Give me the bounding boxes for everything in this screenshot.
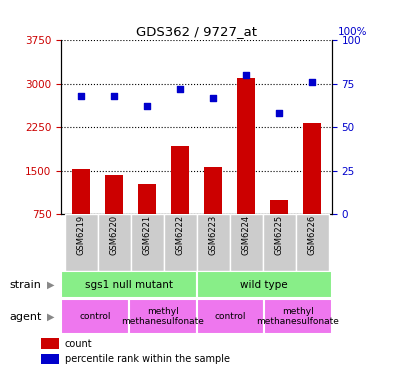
Text: agent: agent: [10, 311, 42, 322]
Bar: [72, 169, 90, 258]
Point: [276, 111, 282, 116]
Text: wild type: wild type: [240, 280, 288, 290]
Text: GSM6226: GSM6226: [307, 215, 316, 255]
Point: [111, 93, 117, 99]
Text: control: control: [214, 312, 246, 321]
FancyBboxPatch shape: [263, 214, 295, 271]
Text: GSM6219: GSM6219: [77, 215, 86, 255]
Text: GSM6225: GSM6225: [275, 215, 284, 255]
Bar: [204, 167, 222, 258]
FancyBboxPatch shape: [197, 272, 332, 298]
FancyBboxPatch shape: [64, 214, 98, 271]
FancyBboxPatch shape: [61, 272, 197, 298]
Bar: [270, 199, 288, 258]
Text: ▶: ▶: [47, 311, 55, 322]
Text: sgs1 null mutant: sgs1 null mutant: [85, 280, 173, 290]
FancyBboxPatch shape: [130, 214, 164, 271]
Bar: [41, 338, 59, 349]
Bar: [105, 175, 123, 258]
FancyBboxPatch shape: [229, 214, 263, 271]
Bar: [41, 354, 59, 365]
Point: [210, 95, 216, 101]
Text: methyl
methanesulfonate: methyl methanesulfonate: [256, 307, 339, 326]
Text: control: control: [79, 312, 111, 321]
Title: GDS362 / 9727_at: GDS362 / 9727_at: [136, 25, 257, 38]
FancyBboxPatch shape: [295, 214, 329, 271]
Text: ▶: ▶: [47, 280, 55, 290]
FancyBboxPatch shape: [129, 299, 197, 334]
Text: methyl
methanesulfonate: methyl methanesulfonate: [121, 307, 204, 326]
Text: 100%: 100%: [337, 27, 367, 37]
Text: GSM6223: GSM6223: [209, 215, 218, 255]
FancyBboxPatch shape: [264, 299, 332, 334]
Text: percentile rank within the sample: percentile rank within the sample: [65, 354, 230, 364]
FancyBboxPatch shape: [197, 299, 264, 334]
Text: strain: strain: [10, 280, 42, 290]
Point: [177, 86, 183, 92]
FancyBboxPatch shape: [61, 299, 129, 334]
Bar: [303, 123, 321, 258]
Text: GSM6222: GSM6222: [175, 215, 184, 255]
Point: [309, 79, 315, 85]
Text: GSM6220: GSM6220: [109, 215, 118, 255]
Bar: [171, 146, 189, 258]
Bar: [237, 78, 255, 258]
FancyBboxPatch shape: [164, 214, 197, 271]
Point: [78, 93, 84, 99]
Point: [243, 72, 249, 78]
Text: count: count: [65, 339, 92, 348]
Point: [144, 103, 150, 109]
Text: GSM6221: GSM6221: [143, 215, 152, 255]
FancyBboxPatch shape: [98, 214, 130, 271]
FancyBboxPatch shape: [197, 214, 229, 271]
Text: GSM6224: GSM6224: [241, 215, 250, 255]
Bar: [138, 184, 156, 258]
